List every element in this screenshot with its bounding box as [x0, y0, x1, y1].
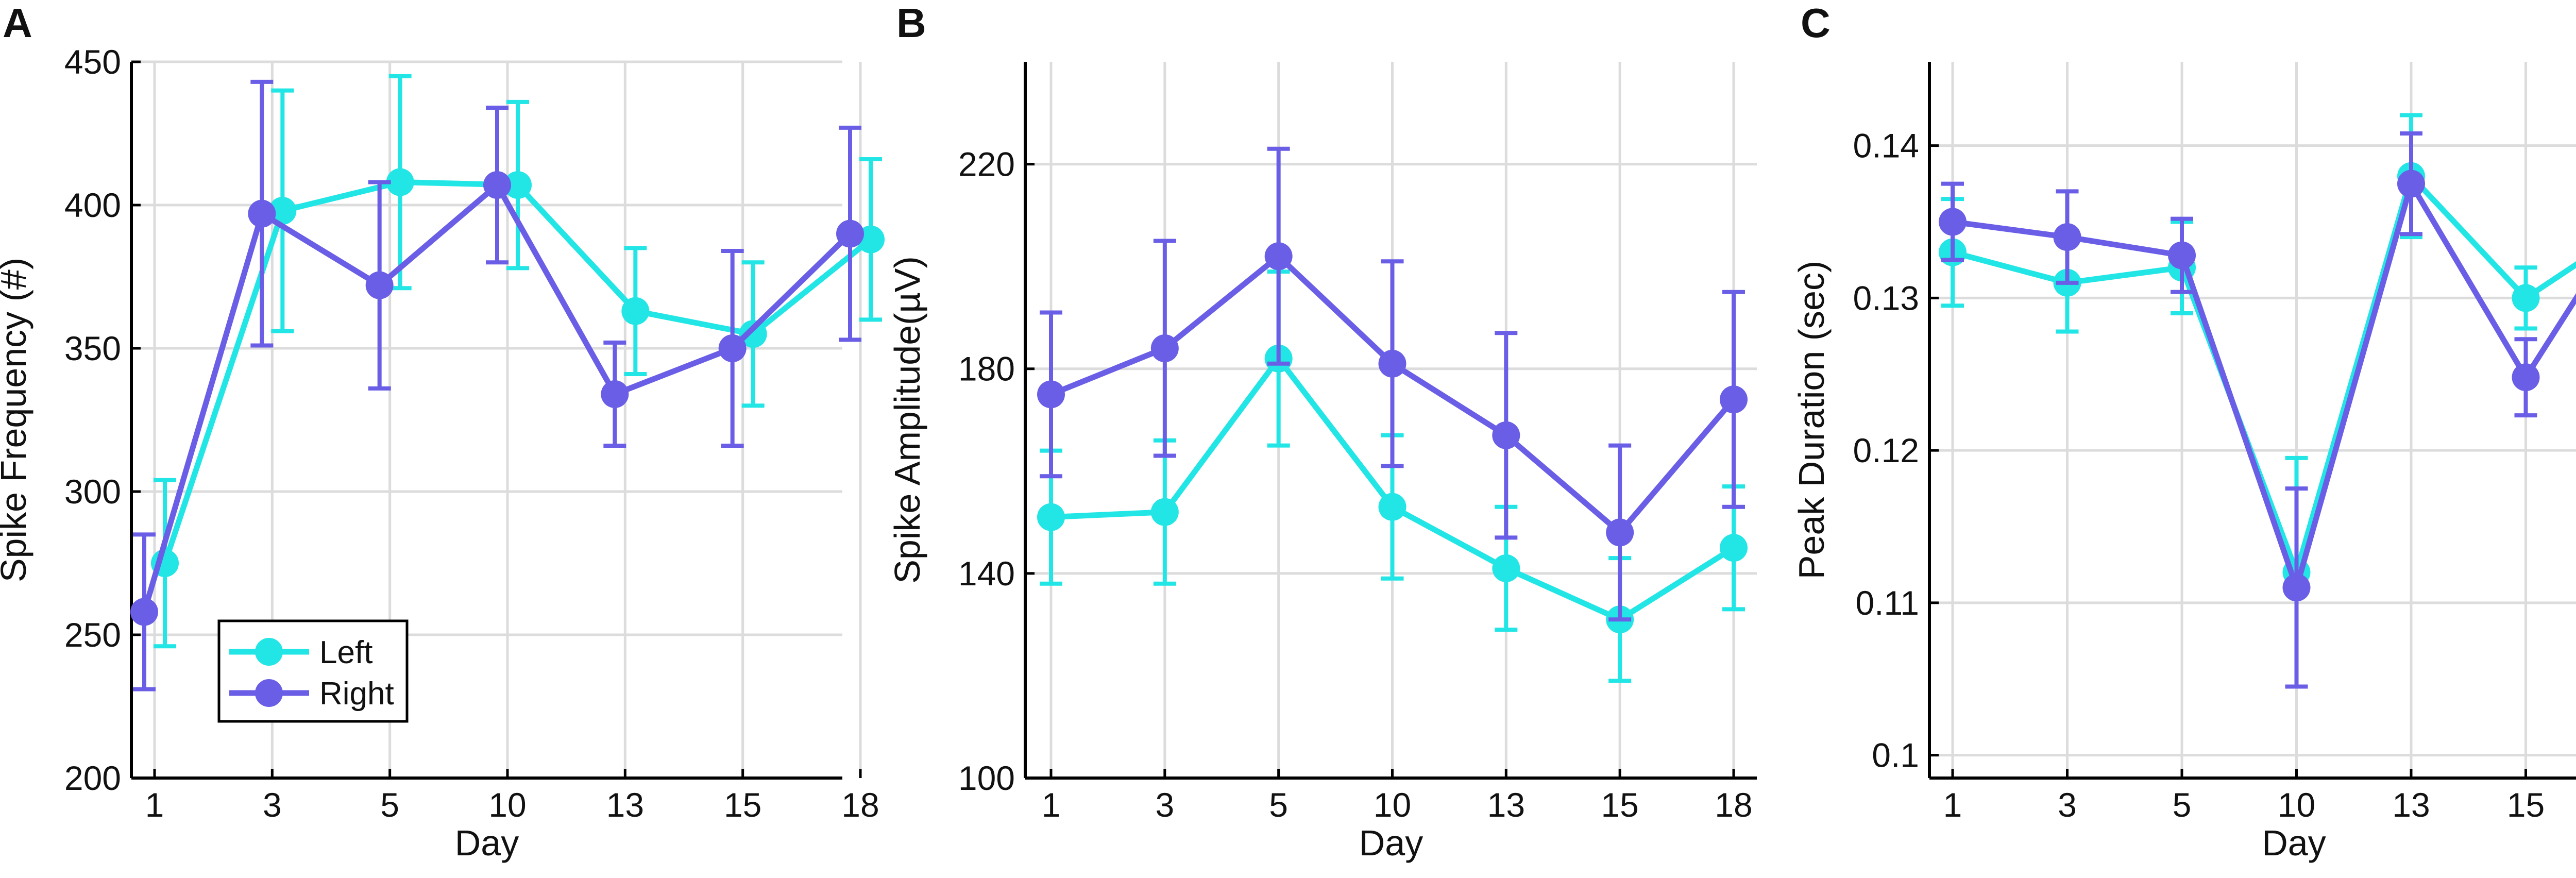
x-tick-label: 3: [263, 786, 282, 824]
data-point: [483, 171, 511, 199]
y-tick-label: 220: [958, 145, 1015, 183]
x-tick-label: 13: [2392, 786, 2430, 824]
x-tick-label: 5: [2173, 786, 2192, 824]
x-tick-label: 13: [606, 786, 644, 824]
x-tick-label: 3: [2058, 786, 2077, 824]
data-point: [2512, 284, 2540, 312]
data-point: [2053, 223, 2081, 251]
data-point: [386, 168, 414, 196]
x-tick-label: 1: [145, 786, 164, 824]
panel-label: B: [896, 0, 926, 46]
legend-label-right: Right: [319, 676, 394, 712]
y-tick-label: 450: [64, 43, 121, 81]
data-point: [365, 271, 394, 299]
series-right: [130, 79, 864, 691]
y-tick-label: 140: [958, 554, 1015, 593]
chart-panel-C: 0.10.110.120.130.1413510131518DayPeak Du…: [1791, 0, 2576, 863]
y-axis-label: Spike Frequency (#): [0, 258, 33, 582]
series-right: [1939, 131, 2576, 689]
data-point: [718, 334, 747, 362]
y-tick-label: 300: [64, 472, 121, 511]
series-left: [1939, 113, 2576, 689]
x-tick-label: 18: [1715, 786, 1752, 824]
x-axis-label: Day: [1359, 823, 1423, 863]
y-axis-label: Spike Amplitude(µV): [887, 256, 927, 584]
y-tick-label: 0.12: [1853, 431, 1919, 469]
legend-marker-right: [255, 679, 283, 707]
data-point: [2282, 573, 2311, 602]
data-point: [739, 320, 767, 348]
data-point: [1150, 334, 1179, 362]
data-point: [1264, 242, 1293, 271]
data-point: [1720, 385, 1748, 414]
data-point: [1378, 349, 1406, 378]
data-point: [268, 197, 297, 225]
y-tick-label: 0.14: [1853, 127, 1919, 165]
panel-label: A: [3, 0, 32, 46]
x-tick-label: 18: [841, 786, 879, 824]
data-point: [1606, 518, 1634, 547]
x-tick-label: 15: [724, 786, 761, 824]
y-axis-label: Peak Duration (sec): [1791, 261, 1832, 580]
x-tick-label: 1: [1943, 786, 1962, 824]
y-tick-label: 0.13: [1853, 279, 1919, 317]
data-point: [621, 297, 650, 325]
x-tick-label: 15: [2507, 786, 2545, 824]
y-tick-label: 250: [64, 616, 121, 654]
x-tick-label: 13: [1487, 786, 1525, 824]
x-axis-label: Day: [455, 823, 519, 863]
data-point: [836, 220, 864, 248]
x-tick-label: 10: [2278, 786, 2315, 824]
x-tick-label: 15: [1601, 786, 1638, 824]
y-tick-label: 400: [64, 186, 121, 224]
x-tick-label: 10: [488, 786, 526, 824]
data-point: [504, 171, 532, 199]
legend-label-left: Left: [319, 635, 372, 670]
data-point: [130, 598, 158, 626]
legend-marker-left: [255, 638, 283, 666]
data-point: [1939, 208, 1967, 236]
data-point: [2512, 363, 2540, 392]
x-tick-label: 5: [1269, 786, 1288, 824]
y-tick-label: 350: [64, 329, 121, 367]
data-point: [1037, 380, 1065, 409]
data-point: [2397, 170, 2425, 198]
y-tick-label: 100: [958, 759, 1015, 797]
series-right: [1037, 146, 1748, 622]
x-tick-label: 3: [1155, 786, 1174, 824]
y-tick-label: 200: [64, 759, 121, 797]
x-tick-label: 1: [1042, 786, 1061, 824]
data-point: [601, 380, 629, 408]
data-point: [2168, 241, 2196, 269]
data-point: [1378, 493, 1406, 521]
x-axis-label: Day: [2262, 823, 2326, 863]
data-point: [1720, 534, 1748, 562]
series-line: [1952, 181, 2576, 590]
data-point: [248, 199, 276, 228]
y-tick-label: 180: [958, 350, 1015, 388]
legend: Left Right: [217, 619, 409, 723]
x-tick-label: 5: [380, 786, 399, 824]
panel-label: C: [1801, 0, 1831, 46]
data-point: [1037, 503, 1065, 531]
data-point: [1492, 554, 1520, 582]
x-tick-label: 10: [1374, 786, 1411, 824]
data-point: [1492, 421, 1520, 449]
legend-box: [217, 619, 409, 723]
y-tick-label: 0.11: [1855, 584, 1919, 622]
y-tick-label: 0.1: [1872, 736, 1919, 774]
data-point: [1150, 498, 1179, 526]
